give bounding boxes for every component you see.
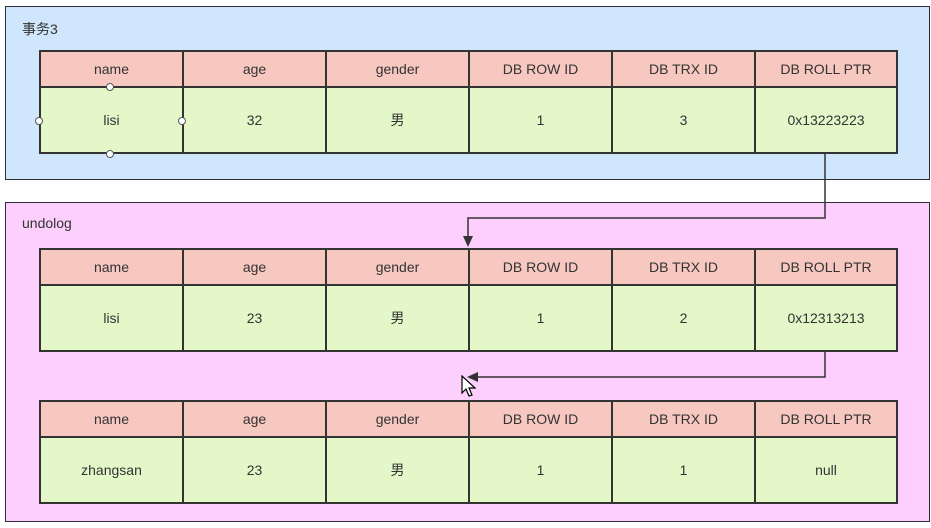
header-name: name [39, 50, 184, 88]
table-row: lisi 32 男 1 3 0x13223223 [39, 86, 898, 154]
cell-db-trx-id[interactable]: 3 [611, 86, 756, 154]
cell-db-trx-id[interactable]: 2 [611, 284, 756, 352]
cell-db-roll-ptr[interactable]: 0x12313213 [754, 284, 898, 352]
header-gender: gender [325, 400, 470, 438]
table-row: zhangsan 23 男 1 1 null [39, 436, 898, 504]
undolog-title: undolog [22, 215, 72, 231]
header-age: age [182, 400, 327, 438]
transaction-title: 事务3 [22, 21, 58, 37]
arrowhead-1 [463, 236, 473, 247]
header-row: name age gender DB ROW ID DB TRX ID DB R… [39, 50, 898, 88]
header-name: name [39, 248, 184, 286]
cell-age[interactable]: 23 [182, 284, 327, 352]
cell-name[interactable]: zhangsan [39, 436, 184, 504]
mouse-cursor-icon [461, 375, 477, 397]
table-row: lisi 23 男 1 2 0x12313213 [39, 284, 898, 352]
header-age: age [182, 50, 327, 88]
header-db-row-id: DB ROW ID [468, 400, 613, 438]
cell-db-row-id[interactable]: 1 [468, 436, 613, 504]
header-db-row-id: DB ROW ID [468, 50, 613, 88]
cell-db-trx-id[interactable]: 1 [611, 436, 756, 504]
cell-name[interactable]: lisi [39, 284, 184, 352]
cell-gender[interactable]: 男 [325, 86, 470, 154]
undolog-record-table-1[interactable]: name age gender DB ROW ID DB TRX ID DB R… [39, 248, 898, 352]
header-db-roll-ptr: DB ROLL PTR [754, 248, 898, 286]
roll-ptr-arrow-2[interactable] [476, 352, 826, 378]
cell-age[interactable]: 32 [182, 86, 327, 154]
header-db-roll-ptr: DB ROLL PTR [754, 50, 898, 88]
resize-handle-bottom[interactable] [106, 150, 114, 158]
header-db-row-id: DB ROW ID [468, 248, 613, 286]
undolog-record-table-2[interactable]: name age gender DB ROW ID DB TRX ID DB R… [39, 400, 898, 504]
header-gender: gender [325, 248, 470, 286]
resize-handle-top[interactable] [106, 83, 114, 91]
header-db-roll-ptr: DB ROLL PTR [754, 400, 898, 438]
cell-gender[interactable]: 男 [325, 436, 470, 504]
cell-age[interactable]: 23 [182, 436, 327, 504]
header-row: name age gender DB ROW ID DB TRX ID DB R… [39, 248, 898, 286]
header-age: age [182, 248, 327, 286]
header-name: name [39, 400, 184, 438]
cell-db-roll-ptr[interactable]: null [754, 436, 898, 504]
header-gender: gender [325, 50, 470, 88]
cell-gender[interactable]: 男 [325, 284, 470, 352]
roll-ptr-arrow-1[interactable] [467, 154, 826, 238]
arrowhead-2 [467, 372, 478, 382]
header-db-trx-id: DB TRX ID [611, 248, 756, 286]
resize-handle-left[interactable] [35, 117, 43, 125]
resize-handle-right[interactable] [178, 117, 186, 125]
transaction-record-table[interactable]: name age gender DB ROW ID DB TRX ID DB R… [39, 50, 898, 154]
header-db-trx-id: DB TRX ID [611, 400, 756, 438]
cell-db-row-id[interactable]: 1 [468, 86, 613, 154]
cell-db-row-id[interactable]: 1 [468, 284, 613, 352]
header-db-trx-id: DB TRX ID [611, 50, 756, 88]
header-row: name age gender DB ROW ID DB TRX ID DB R… [39, 400, 898, 438]
cell-db-roll-ptr[interactable]: 0x13223223 [754, 86, 898, 154]
